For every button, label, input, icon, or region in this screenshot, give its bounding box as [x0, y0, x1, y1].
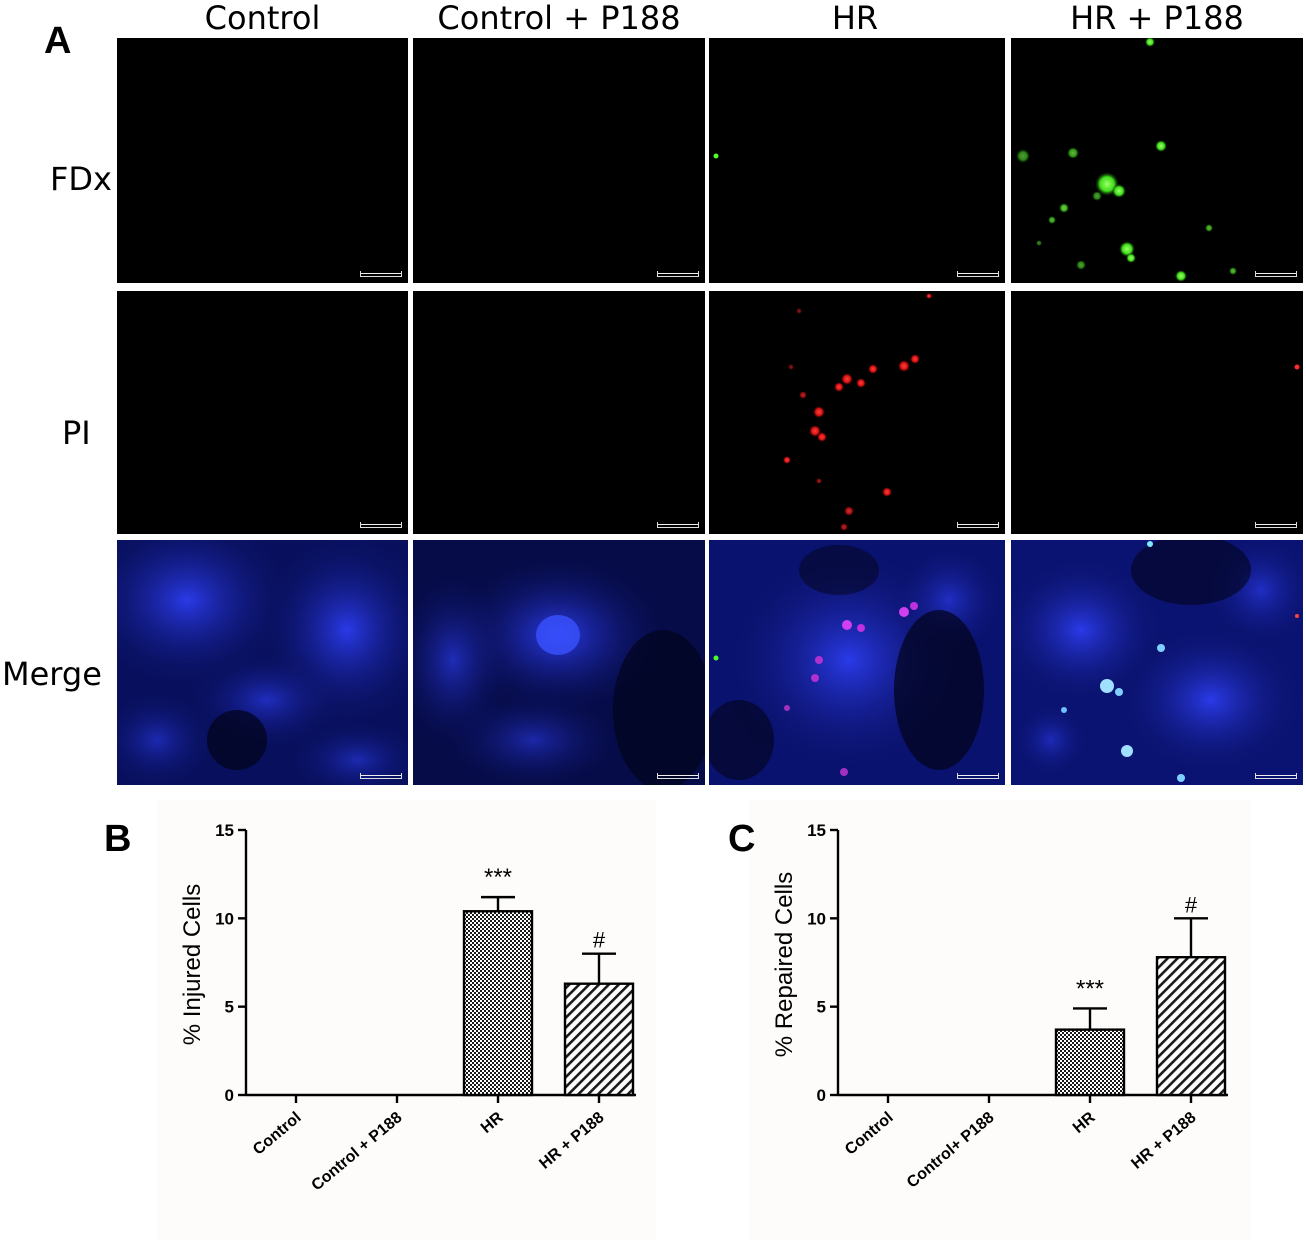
micrograph-fdx-hr-p188: [1011, 38, 1303, 283]
pi-hr-signal: [783, 293, 932, 531]
y-axis-label: % Injured Cells: [179, 884, 206, 1045]
y-tick-label: 15: [215, 821, 234, 840]
y-tick-label: 5: [817, 998, 826, 1017]
x-tick-label: HR + P188: [1128, 1109, 1199, 1173]
y-tick-label: 15: [807, 821, 826, 840]
x-tick-label: HR: [1070, 1109, 1099, 1137]
scale-bar: [657, 773, 699, 779]
injured-cells-bar-chart: 0 5 10 15 % Injured Cells Control Control + P1…: [179, 821, 636, 1194]
micrograph-merge-control-p188: [413, 540, 705, 785]
micrograph-fdx-control: [117, 38, 408, 283]
micrograph-merge-control: [117, 540, 408, 785]
significance-annotation: ***: [1076, 975, 1104, 1002]
scale-bar: [657, 522, 699, 528]
micrograph-merge-hr: [709, 540, 1005, 785]
scale-bar: [360, 522, 402, 528]
scale-bar: [657, 271, 699, 277]
y-tick-label: 10: [215, 909, 234, 928]
column-label-hr: HR: [831, 0, 879, 37]
pi-hr-p188-signal: [1294, 364, 1300, 370]
x-tick-label: HR: [478, 1109, 507, 1137]
scale-bar: [957, 522, 999, 528]
micrograph-pi-hr-p188: [1011, 291, 1303, 534]
scale-bar: [957, 271, 999, 277]
scale-bar: [1255, 773, 1297, 779]
scale-bar: [360, 773, 402, 779]
x-tick-label: Control+ P188: [904, 1109, 998, 1192]
x-tick-label: Control + P188: [308, 1109, 405, 1194]
x-tick-label: HR + P188: [536, 1109, 607, 1173]
scale-bar: [1255, 271, 1297, 277]
x-tick-label: Control: [250, 1109, 304, 1159]
repaired-cells-bar-chart: 0 5 10 15 % Repaired Cells Control Control+ P1…: [771, 821, 1228, 1192]
x-tick-label: Control: [842, 1109, 896, 1159]
panel-c-letter: C: [728, 818, 756, 860]
panel-b-letter: B: [104, 818, 132, 860]
fdx-hr-signal: [713, 153, 719, 159]
micrograph-pi-control: [117, 291, 408, 534]
micrograph-fdx-control-p188: [413, 38, 705, 283]
significance-annotation: #: [1185, 892, 1198, 917]
merge-control-signal: [117, 540, 408, 785]
scale-bar: [957, 773, 999, 779]
bar: [462, 910, 534, 1097]
bar: [563, 982, 635, 1097]
scale-bar: [1255, 522, 1297, 528]
micrograph-merge-hr-p188: [1011, 540, 1303, 785]
row-label-fdx: FDx: [50, 160, 112, 198]
bar: [1155, 955, 1227, 1097]
y-tick-label: 0: [817, 1086, 826, 1105]
column-label-hr-p188: HR + P188: [1070, 0, 1244, 37]
column-label-control: Control: [204, 0, 321, 37]
significance-annotation: ***: [484, 864, 512, 891]
row-label-pi: PI: [62, 414, 91, 452]
y-axis-label: % Repaired Cells: [771, 872, 798, 1057]
significance-annotation: #: [593, 928, 606, 953]
merge-control-p188-signal: [413, 540, 705, 785]
scale-bar: [360, 271, 402, 277]
column-label-control-p188: Control + P188: [437, 0, 681, 37]
micrograph-pi-control-p188: [413, 291, 705, 534]
y-tick-label: 0: [225, 1086, 234, 1105]
bar: [1054, 1028, 1126, 1097]
fdx-hr-p188-signal: [1016, 38, 1237, 282]
y-tick-label: 10: [807, 909, 826, 928]
merge-hr-p188-signal: [1011, 540, 1303, 785]
micrograph-pi-hr: [709, 291, 1005, 534]
row-label-merge: Merge: [2, 655, 102, 693]
merge-hr-signal: [709, 540, 1005, 785]
panel-a-letter: A: [44, 20, 72, 62]
micrograph-fdx-hr: [709, 38, 1005, 283]
y-tick-label: 5: [225, 998, 234, 1017]
